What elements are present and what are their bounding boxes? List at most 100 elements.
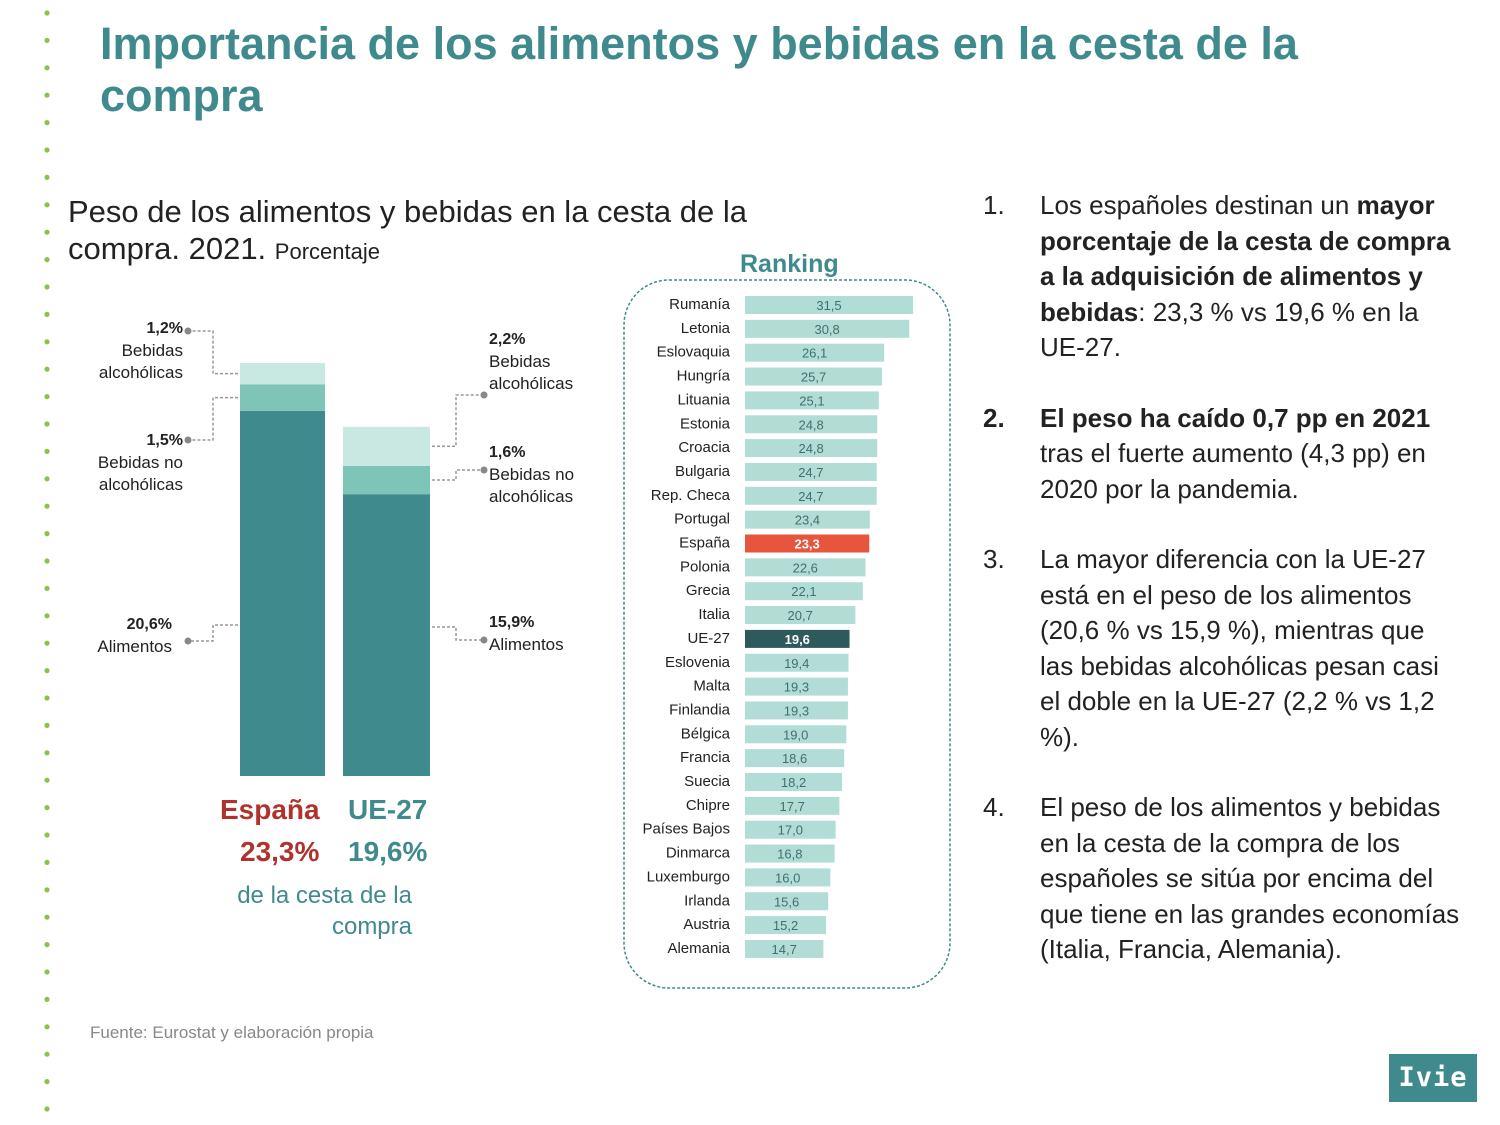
ranking-value-label: 24,8 xyxy=(798,441,823,456)
eu-no-alcoholicas-label: 1,6% Bebidas no alcohólicas xyxy=(489,442,609,508)
decorative-dot xyxy=(44,585,50,592)
decorative-dot xyxy=(44,914,50,920)
decorative-dot xyxy=(44,257,50,263)
ranking-value-label: 19,0 xyxy=(783,727,808,742)
decorative-dot xyxy=(44,1106,50,1112)
spain-no-alcoholicas-label: 1,5% Bebidas no alcohólicas xyxy=(70,430,183,496)
ranking-country-label: Letonia xyxy=(681,320,731,337)
ranking-country-label: Italia xyxy=(698,606,730,623)
chart-subtitle-text: Peso de los alimentos y bebidas en la ce… xyxy=(68,194,747,266)
decorative-dot xyxy=(44,805,50,811)
ranking-country-label: Bélgica xyxy=(681,725,731,742)
ranking-bar xyxy=(745,606,856,625)
ranking-bar xyxy=(745,510,870,529)
finding-number: 1. xyxy=(983,190,1005,220)
finding-item: 4. El peso de los alimentos y bebidas en … xyxy=(983,790,1463,968)
ranking-value-label: 15,2 xyxy=(773,918,798,933)
ranking-bar xyxy=(745,653,849,672)
basket-caption: de la cesta de la compra xyxy=(237,882,412,940)
finding-number: 2. xyxy=(983,402,1005,433)
ranking-country-label: Austria xyxy=(683,916,730,933)
ranking-bar xyxy=(745,462,877,481)
ranking-country-label: Países Bajos xyxy=(642,821,730,838)
ranking-value-label: 22,6 xyxy=(793,560,818,575)
ranking-country-label: Eslovaquia xyxy=(657,344,731,361)
spain-alimentos-leader-dot xyxy=(184,637,192,645)
ranking-country-label: Malta xyxy=(693,678,730,695)
chart-subtitle-unit: Porcentaje xyxy=(274,239,380,264)
decorative-dot xyxy=(44,1079,50,1085)
ranking-country-label: Croacia xyxy=(678,439,730,456)
ranking-country-label: Suecia xyxy=(684,773,731,790)
eu-alcoholicas-name: Bebidas alcohólicas xyxy=(489,352,574,393)
ranking-bar xyxy=(745,558,866,577)
eu-alimentos-label: 15,9% Alimentos xyxy=(489,612,609,656)
decorative-dot xyxy=(44,147,50,153)
ranking-bar xyxy=(745,486,877,505)
eu-segment-no-alcoholicas xyxy=(343,465,430,495)
ranking-value-label: 25,1 xyxy=(799,393,824,408)
ranking-value-label: 25,7 xyxy=(801,370,826,385)
ranking-bar xyxy=(745,796,840,815)
eu-alimentos-leader xyxy=(432,626,484,641)
ranking-title: Ranking xyxy=(740,250,839,278)
ranking-bar xyxy=(745,820,836,839)
decorative-dot xyxy=(44,558,50,564)
eu-country-label: UE-27 xyxy=(348,794,428,825)
ranking-bar xyxy=(745,725,847,744)
spain-alcoholicas-name: Bebidas alcohólicas xyxy=(98,341,183,382)
ranking-bar xyxy=(745,415,878,434)
ranking-country-label: UE-27 xyxy=(687,630,730,647)
decorative-dot xyxy=(44,174,50,180)
ranking-value-label: 24,7 xyxy=(798,489,823,504)
decorative-dot xyxy=(44,421,50,427)
spain-alimentos-pct: 20,6% xyxy=(126,616,172,633)
page-title: Importancia de los alimentos y bebidas e… xyxy=(100,18,1298,121)
decorative-dot xyxy=(44,284,50,290)
findings-list: 1. Los españoles destinan un mayor porcen… xyxy=(983,188,1463,1003)
finding-number: 4. xyxy=(983,792,1005,822)
finding-text: La mayor diferencia con la UE-27 está en… xyxy=(1040,544,1439,752)
ranking-bar xyxy=(745,343,885,362)
eu-alimentos-leader-dot xyxy=(480,636,488,644)
eu-alcoholicas-pct: 2,2% xyxy=(489,331,526,348)
spain-alcoholicas-leader-dot xyxy=(184,327,192,335)
eu-segment-alcoholicas xyxy=(343,426,430,466)
finding-text: El peso ha caído 0,7 pp en 2021 tras el … xyxy=(1040,402,1431,504)
ranking-value-label: 30,8 xyxy=(814,322,839,337)
chart-subtitle: Peso de los alimentos y bebidas en la ce… xyxy=(68,193,828,270)
ranking-bar xyxy=(745,677,848,696)
ranking-bar xyxy=(745,939,824,958)
spain-alcoholicas-label: 1,2% Bebidas alcohólicas xyxy=(70,318,183,384)
eu-alcoholicas-leader xyxy=(432,394,484,448)
spain-alimentos-label: 20,6% Alimentos xyxy=(70,614,172,658)
ranking-country-label: España xyxy=(679,535,731,552)
ranking-bar xyxy=(745,367,883,386)
decorative-dot xyxy=(44,229,50,235)
decorative-dot xyxy=(44,448,50,454)
spain-no-alcoholicas-name: Bebidas no alcohólicas xyxy=(97,453,183,494)
spain-country-label: España xyxy=(220,794,320,825)
eu-no-alcoholicas-name: Bebidas no alcohólicas xyxy=(489,465,575,506)
ranking-country-label: Lituania xyxy=(677,391,730,408)
ranking-value-label: 17,0 xyxy=(778,823,803,838)
decorative-dot xyxy=(44,613,50,619)
ranking-bar xyxy=(745,319,910,338)
ranking-value-label: 19,3 xyxy=(784,680,809,695)
ranking-frame xyxy=(623,279,951,989)
ranking-value-label: 20,7 xyxy=(788,608,813,623)
spain-segment-alimentos xyxy=(240,410,325,776)
eu-alcoholicas-leader-dot xyxy=(480,391,488,399)
decorative-dot xyxy=(44,311,50,317)
spain-alcoholicas-pct: 1,2% xyxy=(146,320,183,337)
finding-number: 3. xyxy=(983,544,1005,574)
ranking-value-label: 24,8 xyxy=(798,417,823,432)
decorative-dot xyxy=(44,722,50,729)
eu-alcoholicas-label: 2,2% Bebidas alcohólicas xyxy=(489,329,609,395)
spain-total: 23,3% xyxy=(240,836,320,867)
spain-no-alcoholicas-leader xyxy=(188,396,238,441)
finding-text: Los españoles destinan un mayor porcenta… xyxy=(1040,190,1451,362)
ivie-logo: Ivie xyxy=(1389,1054,1477,1102)
decorative-dot xyxy=(44,695,50,701)
decorative-dot xyxy=(44,942,50,948)
